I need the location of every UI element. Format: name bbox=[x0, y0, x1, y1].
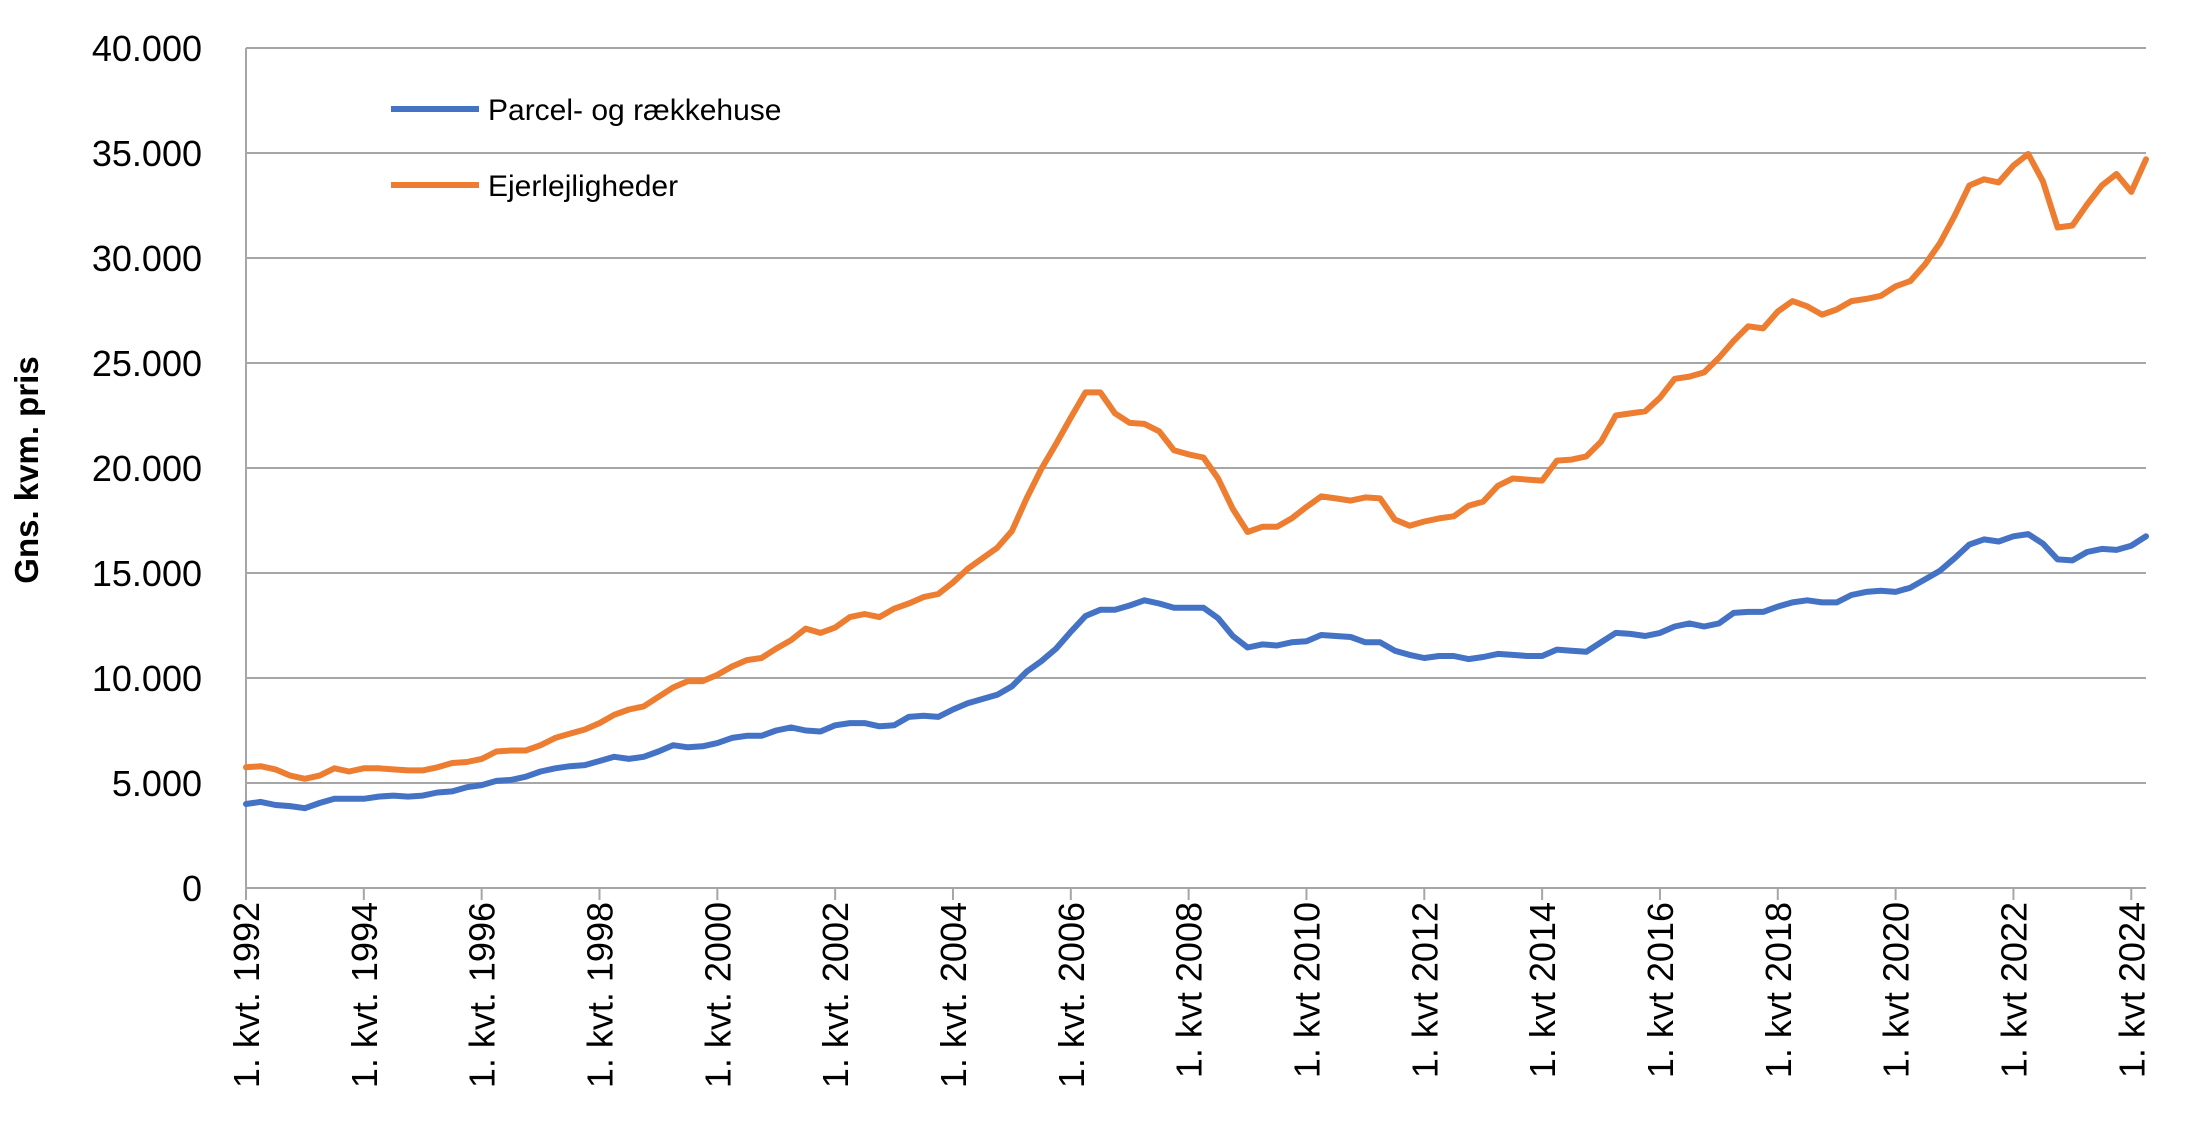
x-axis: 1. kvt. 1992 1. kvt. 1994 1. kvt. 1996 1. k… bbox=[226, 48, 2152, 1088]
series-line-parcel-og-raekkehuse bbox=[243, 531, 2149, 812]
legend: Parcel- og rækkehuse Ejerlejligheder bbox=[391, 94, 781, 203]
y-axis-title: Gns. kvm. pris bbox=[8, 356, 45, 583]
x-tick-label: 1. kvt 2024 bbox=[2111, 902, 2152, 1078]
legend-label-ejerlejlighed: Ejerlejligheder bbox=[488, 170, 678, 203]
x-tick-label: 1. kvt 2022 bbox=[1993, 902, 2034, 1078]
x-tick-label: 1. kvt. 2002 bbox=[815, 902, 856, 1088]
y-tick-label: 0 bbox=[182, 868, 202, 909]
x-tick-label: 1. kvt 2008 bbox=[1169, 902, 1210, 1078]
y-axis-ticks: 0 5.000 10.000 15.000 20.000 25.000 30.000 35.0… bbox=[92, 28, 202, 909]
y-tick-label: 20.000 bbox=[92, 448, 202, 489]
grid-lines bbox=[246, 47, 2146, 784]
x-tick-label: 1. kvt. 2000 bbox=[697, 902, 738, 1088]
y-tick-label: 35.000 bbox=[92, 133, 202, 174]
x-tick-label: 1. kvt. 1994 bbox=[344, 902, 385, 1088]
x-tick-label: 1. kvt 2014 bbox=[1522, 902, 1563, 1078]
x-tick-label: 1. kvt. 1992 bbox=[226, 902, 267, 1088]
x-tick-label: 1. kvt 2016 bbox=[1640, 902, 1681, 1078]
y-tick-label: 30.000 bbox=[92, 238, 202, 279]
x-tick-label: 1. kvt 2012 bbox=[1404, 902, 1445, 1078]
legend-label-parcel: Parcel- og rækkehuse bbox=[488, 94, 781, 127]
series-layer bbox=[243, 151, 2149, 812]
y-tick-label: 10.000 bbox=[92, 658, 202, 699]
y-tick-label: 40.000 bbox=[92, 28, 202, 69]
series-line-ejerlejligheder bbox=[243, 151, 2149, 782]
x-tick-label: 1. kvt 2010 bbox=[1286, 902, 1327, 1078]
y-tick-label: 5.000 bbox=[112, 763, 202, 804]
x-tick-label: 1. kvt. 1996 bbox=[462, 902, 503, 1088]
x-tick-label: 1. kvt. 2006 bbox=[1051, 902, 1092, 1088]
y-tick-label: 15.000 bbox=[92, 553, 202, 594]
x-tick-label: 1. kvt. 1998 bbox=[579, 902, 620, 1088]
x-tick-label: 1. kvt 2018 bbox=[1758, 902, 1799, 1078]
y-tick-label: 25.000 bbox=[92, 343, 202, 384]
x-tick-label: 1. kvt 2020 bbox=[1876, 902, 1917, 1078]
x-tick-label: 1. kvt. 2004 bbox=[933, 902, 974, 1088]
